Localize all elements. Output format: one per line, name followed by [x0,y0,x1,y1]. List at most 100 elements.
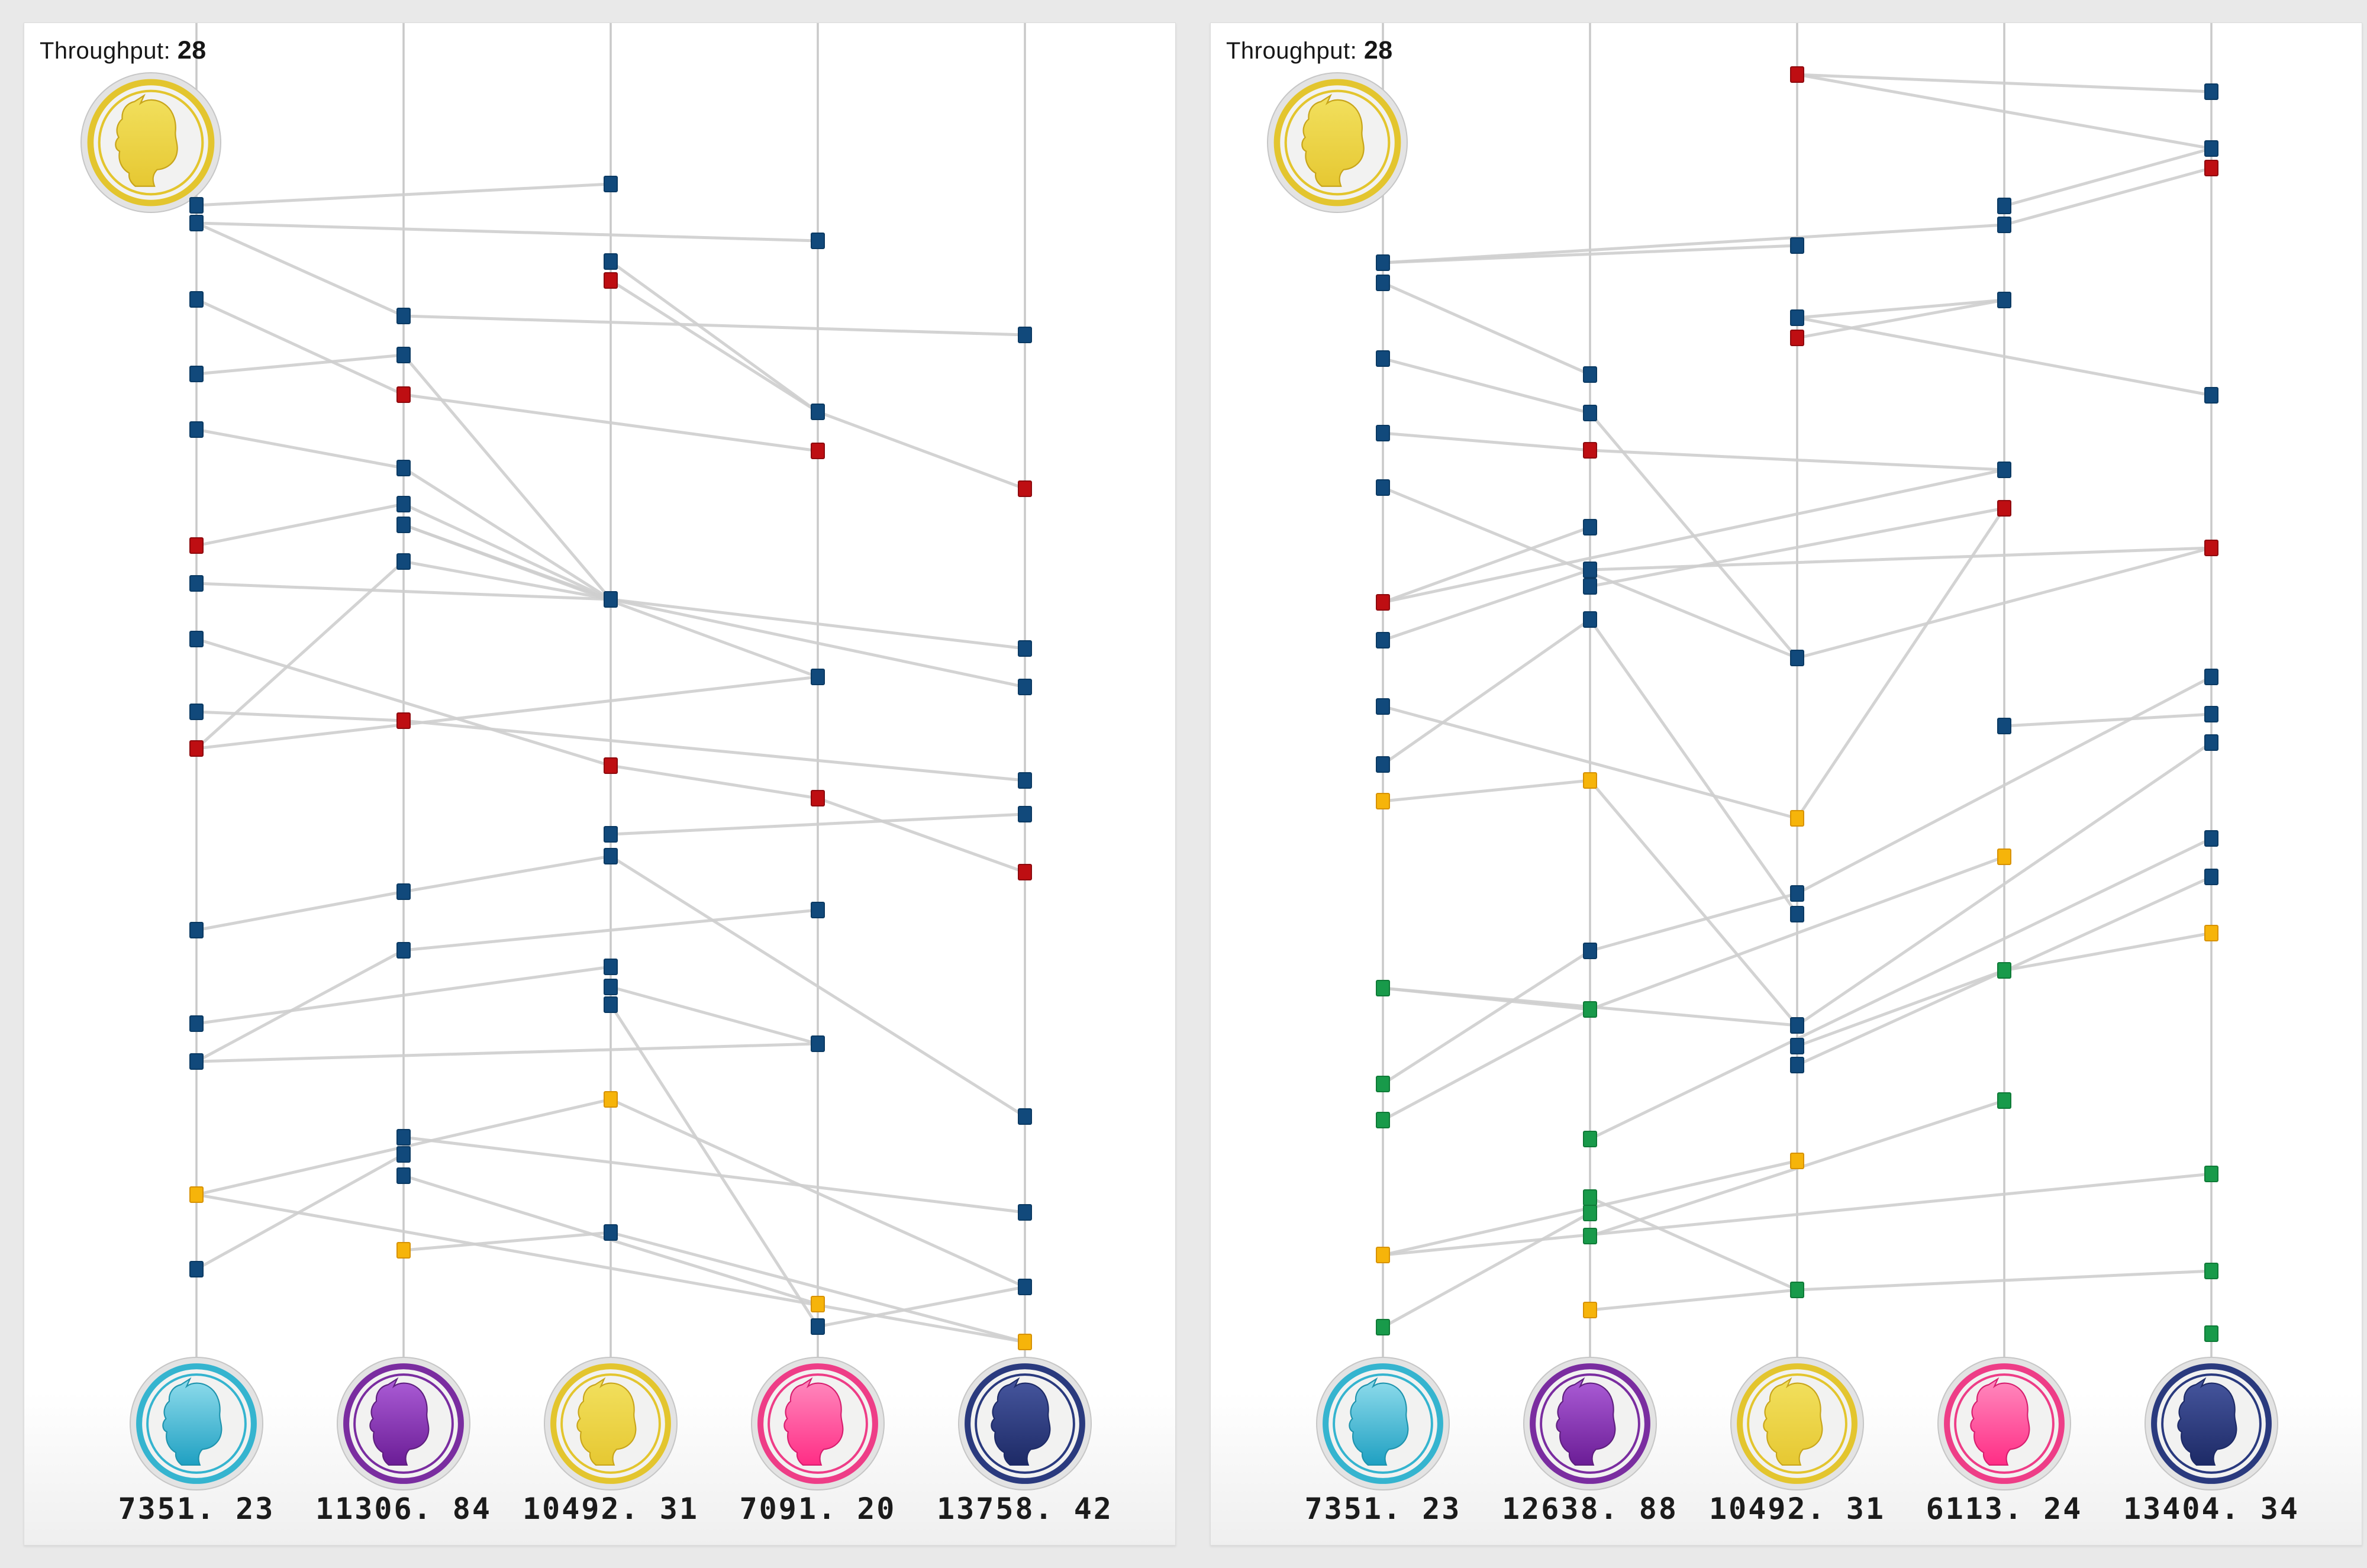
block-marker-navy[interactable] [811,1318,825,1335]
block-marker-navy[interactable] [1583,405,1597,421]
block-marker-red[interactable] [1790,330,1804,346]
block-marker-green[interactable] [1790,1282,1804,1298]
block-marker-navy[interactable] [1790,309,1804,326]
block-marker-green[interactable] [1376,1076,1390,1092]
block-marker-navy[interactable] [396,460,411,476]
block-marker-red[interactable] [604,272,618,289]
block-marker-green[interactable] [1376,980,1390,996]
block-marker-navy[interactable] [1583,562,1597,578]
block-marker-navy[interactable] [396,308,411,324]
block-marker-red[interactable] [2204,160,2218,176]
block-marker-yellow[interactable] [2204,925,2218,941]
block-marker-green[interactable] [1376,1319,1390,1335]
block-marker-navy[interactable] [1997,462,2011,478]
block-marker-green[interactable] [1583,1131,1597,1147]
block-marker-green[interactable] [2204,1325,2218,1342]
block-marker-yellow[interactable] [811,1296,825,1312]
block-marker-green[interactable] [1997,1092,2011,1109]
block-marker-navy[interactable] [189,631,204,647]
block-marker-navy[interactable] [396,1167,411,1184]
block-marker-yellow[interactable] [604,1091,618,1108]
block-marker-navy[interactable] [604,253,618,270]
block-marker-navy[interactable] [1376,756,1390,773]
block-marker-red[interactable] [811,443,825,459]
block-marker-navy[interactable] [2204,706,2218,722]
block-marker-navy[interactable] [1583,366,1597,383]
block-marker-navy[interactable] [1790,906,1804,922]
block-marker-yellow[interactable] [1583,772,1597,789]
block-marker-navy[interactable] [1583,943,1597,959]
block-marker-navy[interactable] [396,553,411,570]
block-marker-navy[interactable] [1997,292,2011,308]
block-marker-navy[interactable] [189,922,204,938]
block-marker-navy[interactable] [2204,669,2218,685]
block-marker-navy[interactable] [604,176,618,192]
block-marker-navy[interactable] [1583,611,1597,628]
block-marker-navy[interactable] [396,496,411,512]
block-marker-navy[interactable] [189,197,204,214]
block-marker-navy[interactable] [396,942,411,959]
block-marker-navy[interactable] [2204,83,2218,100]
block-marker-green[interactable] [1583,1228,1597,1244]
block-marker-navy[interactable] [1018,1108,1032,1125]
block-marker-navy[interactable] [189,366,204,382]
block-marker-navy[interactable] [1018,772,1032,789]
block-marker-navy[interactable] [189,704,204,720]
block-marker-navy[interactable] [811,404,825,420]
block-marker-red[interactable] [1790,66,1804,83]
block-marker-navy[interactable] [1376,479,1390,496]
block-marker-navy[interactable] [189,1015,204,1032]
block-marker-green[interactable] [1583,1205,1597,1221]
block-marker-yellow[interactable] [1018,1334,1032,1350]
block-marker-navy[interactable] [189,1053,204,1070]
block-marker-navy[interactable] [811,669,825,685]
block-marker-navy[interactable] [811,233,825,249]
block-marker-navy[interactable] [1376,698,1390,715]
block-marker-navy[interactable] [1790,1038,1804,1054]
block-marker-red[interactable] [604,757,618,774]
block-marker-navy[interactable] [604,848,618,864]
block-marker-navy[interactable] [2204,387,2218,404]
block-marker-navy[interactable] [1790,1017,1804,1034]
block-marker-red[interactable] [1376,594,1390,611]
block-marker-yellow[interactable] [1583,1302,1597,1318]
block-marker-navy[interactable] [396,883,411,900]
block-marker-navy[interactable] [189,215,204,231]
block-marker-navy[interactable] [1018,640,1032,657]
block-marker-green[interactable] [1583,1189,1597,1206]
block-marker-navy[interactable] [1790,1057,1804,1073]
block-marker-navy[interactable] [1997,198,2011,214]
block-marker-navy[interactable] [396,517,411,533]
block-marker-navy[interactable] [1790,650,1804,666]
block-marker-navy[interactable] [1376,275,1390,291]
block-marker-navy[interactable] [189,575,204,592]
block-marker-yellow[interactable] [1376,1247,1390,1263]
block-marker-navy[interactable] [1376,254,1390,271]
block-marker-navy[interactable] [1376,425,1390,441]
block-marker-red[interactable] [396,712,411,729]
block-marker-navy[interactable] [1018,327,1032,343]
block-marker-navy[interactable] [396,347,411,363]
block-marker-red[interactable] [1018,864,1032,880]
block-marker-navy[interactable] [1018,679,1032,695]
block-marker-navy[interactable] [396,1129,411,1146]
block-marker-yellow[interactable] [1376,793,1390,809]
block-marker-yellow[interactable] [396,1242,411,1259]
block-marker-navy[interactable] [604,979,618,995]
block-marker-navy[interactable] [1790,237,1804,254]
block-marker-red[interactable] [1583,442,1597,459]
block-marker-green[interactable] [1583,1001,1597,1018]
block-marker-navy[interactable] [189,421,204,438]
block-marker-navy[interactable] [2204,140,2218,157]
block-marker-navy[interactable] [811,1035,825,1052]
block-marker-green[interactable] [2204,1166,2218,1182]
block-marker-navy[interactable] [604,591,618,608]
block-marker-navy[interactable] [811,902,825,918]
block-marker-red[interactable] [2204,540,2218,556]
block-marker-navy[interactable] [1376,350,1390,367]
block-marker-yellow[interactable] [189,1186,204,1203]
block-marker-navy[interactable] [189,1261,204,1277]
block-marker-navy[interactable] [1583,578,1597,595]
block-marker-red[interactable] [811,790,825,806]
block-marker-yellow[interactable] [1997,848,2011,865]
